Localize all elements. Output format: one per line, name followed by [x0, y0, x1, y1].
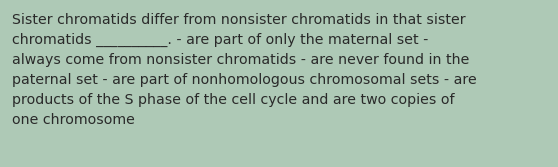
- Text: Sister chromatids differ from nonsister chromatids in that sister
chromatids ___: Sister chromatids differ from nonsister …: [12, 13, 477, 127]
